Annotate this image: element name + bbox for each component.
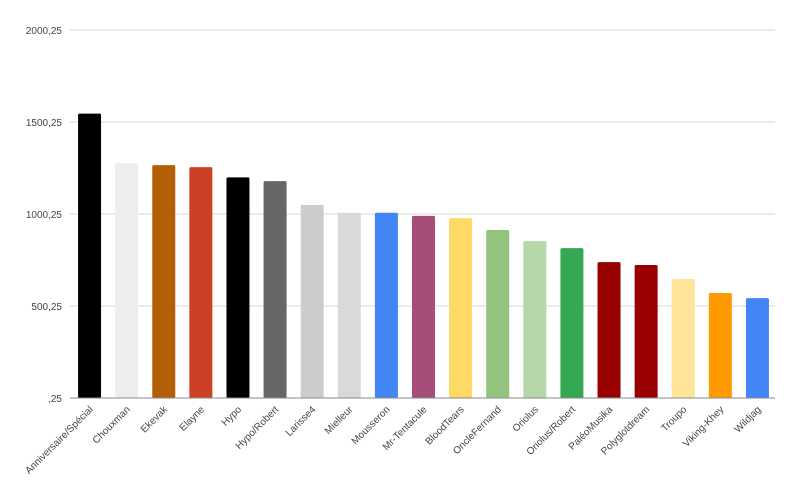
bar xyxy=(560,248,584,398)
bar xyxy=(412,215,435,398)
bar xyxy=(449,218,473,398)
x-tick-label: Hypo xyxy=(220,404,245,429)
bar xyxy=(671,278,695,398)
x-tick-label: Larisse4 xyxy=(284,404,319,439)
y-tick-label: ,25 xyxy=(48,394,62,405)
bar xyxy=(708,292,732,398)
bar xyxy=(597,262,621,398)
bar xyxy=(78,113,102,398)
bar xyxy=(263,181,287,398)
y-tick-label: 1000,25 xyxy=(26,210,63,221)
y-axis-ticks: ,25 500,25 1000,25 1500,25 2000,25 xyxy=(26,26,63,405)
y-tick-label: 1500,25 xyxy=(26,118,63,129)
x-tick-label: Troupo xyxy=(659,404,689,434)
bar xyxy=(523,241,547,398)
x-tick-label: Mielleur xyxy=(323,404,356,437)
x-tick-label: Oriolus xyxy=(511,404,541,434)
bar xyxy=(189,167,213,398)
bars xyxy=(78,113,769,398)
bar xyxy=(486,230,510,398)
x-tick-label: Ekevak xyxy=(139,404,171,436)
bar xyxy=(634,265,658,398)
x-tick-label: Anniversaire/Spécial xyxy=(23,404,95,476)
x-tick-label: Chouxman xyxy=(91,404,133,446)
y-tick-label: 2000,25 xyxy=(26,26,63,37)
bar xyxy=(337,212,361,398)
bar xyxy=(374,212,398,398)
x-tick-label: Wildjag xyxy=(733,404,764,435)
bar xyxy=(300,205,324,398)
y-tick-label: 500,25 xyxy=(31,302,62,313)
bar xyxy=(745,298,769,398)
bar xyxy=(226,177,250,398)
bar xyxy=(152,165,176,398)
x-tick-label: Elayne xyxy=(178,404,208,434)
bar xyxy=(115,163,139,398)
